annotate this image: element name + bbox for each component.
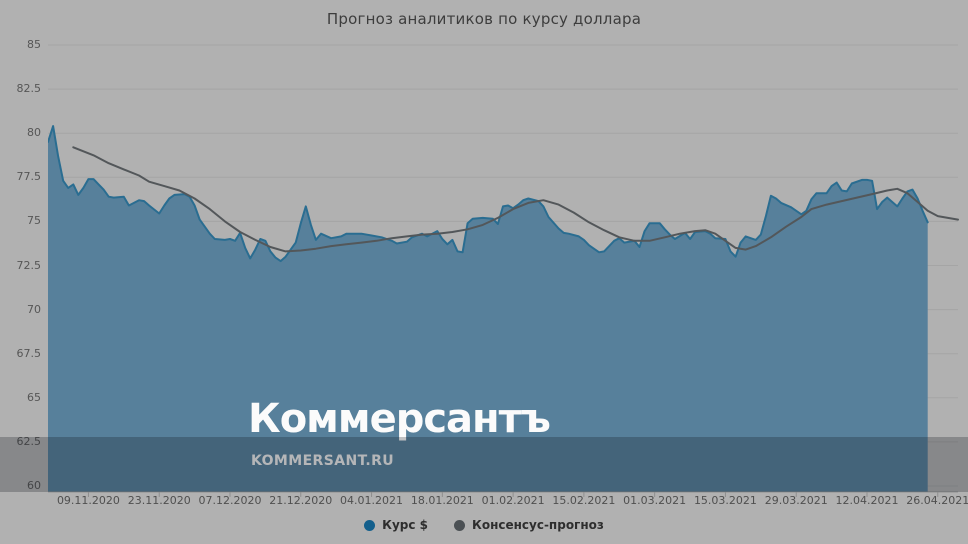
x-tick-label: 15.02.2021 xyxy=(552,494,616,507)
y-tick-label: 75 xyxy=(27,214,41,228)
x-tick-label: 18.01.2021 xyxy=(410,494,474,507)
x-tick-label: 07.12.2020 xyxy=(198,494,262,507)
legend-label: Курс $ xyxy=(382,518,429,532)
y-tick-label: 62.5 xyxy=(16,434,42,448)
y-tick-label: 77.5 xyxy=(16,170,42,184)
chart-title: Прогноз аналитиков по курсу доллара xyxy=(326,10,642,28)
x-tick-label: 09.11.2020 xyxy=(56,494,120,507)
y-tick-label: 80 xyxy=(27,126,41,140)
y-tick-label: 70 xyxy=(27,302,41,316)
watermark-brand: Коммерсантъ xyxy=(248,396,551,442)
x-tick-label: 01.02.2021 xyxy=(481,494,545,507)
watermark-site: KOMMERSANT.RU xyxy=(251,453,395,469)
legend: Курс $ Консенсус-прогноз xyxy=(0,513,968,537)
legend-dot-icon xyxy=(454,519,466,531)
rate-area xyxy=(48,126,928,492)
legend-label: Консенсус-прогноз xyxy=(472,518,604,532)
x-tick-label: 26.04.2021 xyxy=(906,494,968,507)
x-tick-label: 15.03.2021 xyxy=(693,494,757,507)
legend-dot-icon xyxy=(364,519,376,531)
x-tick-label: 01.03.2021 xyxy=(623,494,687,507)
y-tick-label: 72.5 xyxy=(16,258,42,272)
y-tick-label: 67.5 xyxy=(16,346,42,360)
legend-item[interactable]: Консенсус-прогноз xyxy=(454,518,604,532)
x-tick-label: 21.12.2020 xyxy=(269,494,333,507)
y-tick-label: 85 xyxy=(27,38,41,51)
chart-plot xyxy=(48,44,959,497)
consensus-line xyxy=(72,146,959,253)
x-tick-label: 23.11.2020 xyxy=(127,494,191,507)
legend-item[interactable]: Курс $ xyxy=(364,518,428,532)
x-tick-label: 12.04.2021 xyxy=(835,494,899,507)
y-tick-label: 82.5 xyxy=(16,82,42,96)
y-tick-label: 65 xyxy=(27,390,41,404)
x-tick-label: 29.03.2021 xyxy=(764,494,828,507)
x-tick-label: 04.01.2021 xyxy=(340,494,404,507)
y-tick-label: 60 xyxy=(27,479,41,492)
